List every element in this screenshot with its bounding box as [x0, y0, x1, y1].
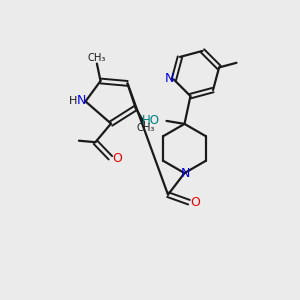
Text: HO: HO: [142, 114, 160, 128]
Text: CH₃: CH₃: [88, 52, 106, 63]
Text: H: H: [69, 96, 77, 106]
Text: O: O: [191, 196, 200, 209]
Text: N: N: [180, 167, 190, 180]
Text: N: N: [165, 72, 174, 85]
Text: CH₃: CH₃: [136, 123, 155, 134]
Text: O: O: [112, 152, 122, 165]
Text: N: N: [77, 94, 87, 107]
